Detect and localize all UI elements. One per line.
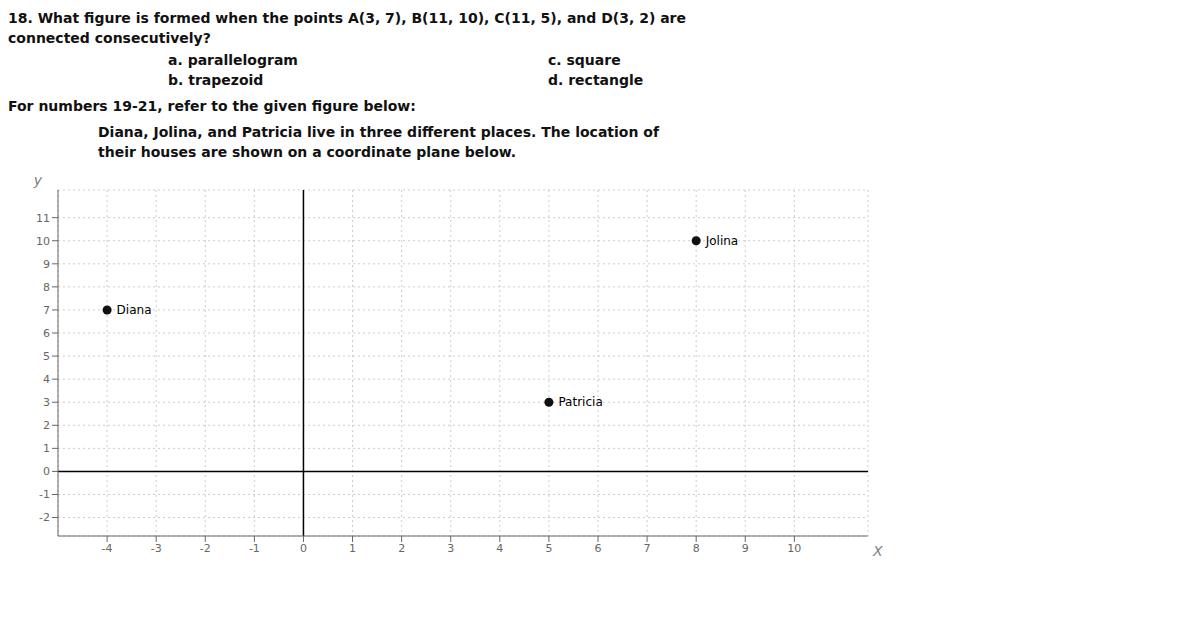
svg-text:8: 8 [43, 281, 50, 294]
svg-text:3: 3 [43, 396, 50, 409]
svg-text:6: 6 [595, 542, 602, 555]
svg-text:2: 2 [43, 419, 50, 432]
html-text:their houses are shown on a co: their houses are shown on a coordinate p… [98, 144, 517, 160]
html-text:For numbers 19-21, refer to th: For numbers 19-21, refer to the given fi… [8, 98, 416, 114]
svg-text:5: 5 [43, 350, 50, 363]
svg-text:X: X [872, 543, 883, 559]
svg-text:0: 0 [300, 542, 307, 555]
svg-text:-2: -2 [200, 542, 211, 555]
svg-text:-1: -1 [39, 488, 50, 501]
svg-text:4: 4 [43, 373, 50, 386]
svg-text:5: 5 [545, 542, 552, 555]
svg-text:-1: -1 [249, 542, 260, 555]
html-text:Diana, Jolina, and Patricia li: Diana, Jolina, and Patricia live in thre… [98, 124, 659, 140]
svg-text:11: 11 [36, 212, 50, 225]
svg-text:y: y [33, 172, 43, 188]
svg-text:9: 9 [43, 258, 50, 271]
html-text:a. parallelogram: a. parallelogram [168, 52, 298, 68]
svg-text:10: 10 [787, 542, 801, 555]
svg-text:Jolina: Jolina [705, 234, 739, 248]
svg-text:6: 6 [43, 327, 50, 340]
svg-text:3: 3 [447, 542, 454, 555]
html-text:connected consecutively?: connected consecutively? [8, 30, 211, 46]
html-text:c. square: c. square [548, 52, 621, 68]
svg-text:1: 1 [43, 442, 50, 455]
svg-text:10: 10 [36, 235, 50, 248]
html-text:18. What figure is formed when: 18. What figure is formed when the point… [8, 10, 686, 26]
svg-text:-2: -2 [39, 511, 50, 524]
svg-text:7: 7 [644, 542, 651, 555]
svg-text:0: 0 [43, 465, 50, 478]
html-text:d. rectangle: d. rectangle [548, 72, 644, 88]
svg-text:2: 2 [398, 542, 405, 555]
svg-text:7: 7 [43, 304, 50, 317]
html-text:b. trapezoid: b. trapezoid [168, 72, 264, 88]
svg-text:-3: -3 [151, 542, 162, 555]
svg-text:8: 8 [693, 542, 700, 555]
svg-text:Diana: Diana [117, 303, 152, 317]
svg-text:1: 1 [349, 542, 356, 555]
svg-text:Patricia: Patricia [558, 395, 602, 409]
svg-text:4: 4 [496, 542, 503, 555]
svg-text:-4: -4 [102, 542, 113, 555]
svg-text:9: 9 [742, 542, 749, 555]
